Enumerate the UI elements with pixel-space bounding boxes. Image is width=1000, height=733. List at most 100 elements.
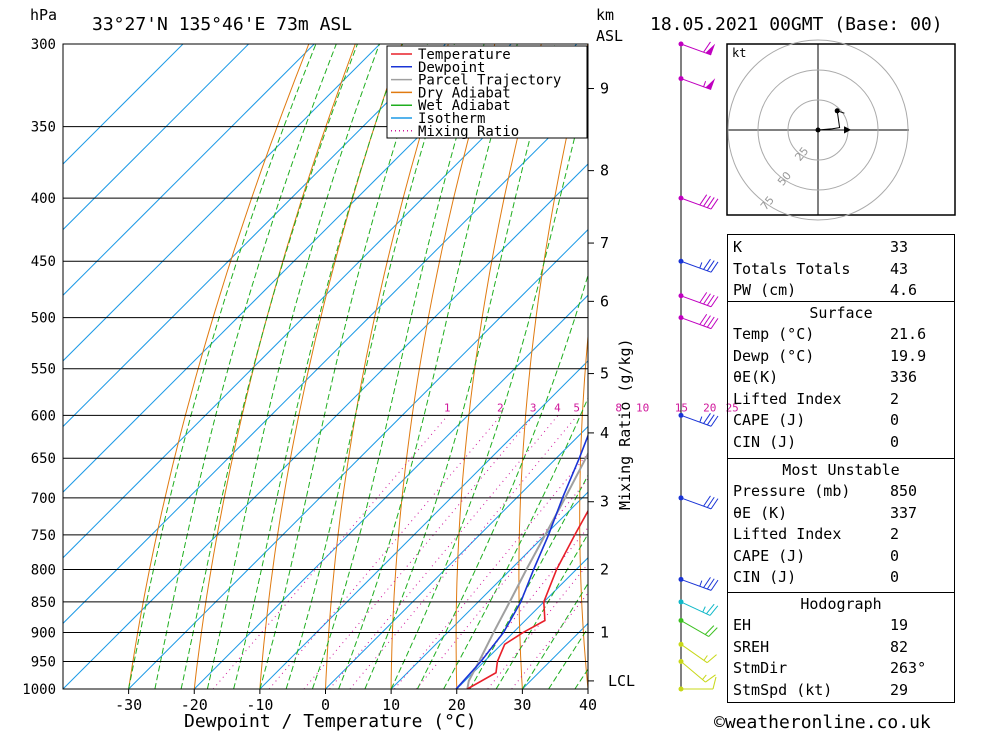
- mixing-ratio-label: 2: [497, 401, 504, 414]
- plot-frame: [62, 43, 589, 690]
- km-label: km: [596, 6, 614, 24]
- dry-adiabat-line: [390, 44, 496, 689]
- mixing-ratio-line: [212, 415, 449, 689]
- x-tick-label: 0: [321, 696, 330, 714]
- km-tick-label: 6: [600, 292, 609, 310]
- index-row: StmSpd (kt) 29: [733, 680, 909, 699]
- wind-barbs: [678, 41, 719, 692]
- index-row: PW (cm) 4.6: [733, 281, 918, 299]
- dry-adiabat-line: [696, 44, 728, 689]
- index-row: θE (K) 337: [733, 503, 918, 522]
- pressure-tick-label: 450: [31, 254, 56, 270]
- index-row: EH 19: [733, 616, 909, 634]
- wind-barb: [678, 618, 718, 637]
- pressure-tick-label: 850: [31, 595, 56, 611]
- pressure-tick-label: 650: [31, 451, 56, 467]
- wind-barb: [678, 576, 719, 591]
- dry-adiabat-line: [958, 44, 1000, 689]
- legend-label: Parcel Trajectory: [418, 73, 561, 89]
- dewpoint-line: [455, 267, 588, 689]
- dry-adiabat-line: [128, 44, 310, 689]
- km-tick-label: 1: [600, 624, 609, 642]
- pressure-tick-label: 750: [31, 528, 56, 544]
- hodograph-unit-label: kt: [732, 46, 746, 60]
- wet-adiabat-line: [338, 44, 518, 689]
- dry-adiabat-line: [259, 44, 403, 689]
- hodograph-ring: [757, 69, 879, 191]
- wind-barb: [678, 76, 716, 90]
- index-row: Lifted Index 2: [733, 389, 900, 408]
- index-row: CAPE (J) 0: [733, 546, 900, 565]
- asl-label: ASL: [596, 27, 623, 45]
- x-tick-label: -30: [115, 696, 142, 714]
- pressure-tick-label: 400: [31, 191, 56, 207]
- wind-barb: [678, 41, 716, 56]
- mixing-ratio-line: [457, 526, 588, 689]
- pressure-tick-label: 800: [31, 562, 56, 578]
- index-row: Totals Totals 43: [733, 259, 909, 278]
- mixing-ratio-label: 8: [615, 401, 622, 414]
- mixing-ratio-label: 3: [530, 401, 537, 414]
- indices-surface: Surface Temp (°C) 21.6 Dewp (°C) 19.9 θE(K…: [727, 302, 955, 459]
- dry-adiabat-line: [455, 44, 542, 689]
- pressure-tick-label: 300: [31, 37, 56, 53]
- surface-title: Surface: [809, 304, 873, 322]
- wet-adiabat-line: [311, 44, 485, 689]
- wet-adiabat-line: [390, 81, 588, 689]
- storm-motion-icon: ▶: [844, 122, 852, 136]
- pressure-tick-label: 500: [31, 311, 56, 327]
- wind-barb: [678, 599, 719, 616]
- legend-label: Mixing Ratio: [418, 124, 519, 140]
- wind-barb: [678, 641, 717, 664]
- pressure-tick-label: 550: [31, 362, 56, 378]
- isotherm-line: [63, 44, 184, 165]
- wind-barb: [678, 495, 719, 510]
- hodograph-point: [815, 127, 821, 133]
- wind-barb: [678, 412, 719, 427]
- hodograph-ring: [727, 39, 909, 221]
- legend-label: Temperature: [418, 47, 511, 63]
- isotherm-line: [63, 163, 588, 689]
- mixing-ratio-line: [394, 452, 588, 689]
- mixing-ratio-line: [349, 415, 578, 689]
- most-unstable-title: Most Unstable: [782, 461, 900, 479]
- index-row: Pressure (mb) 850: [733, 482, 918, 500]
- isotherm-line: [63, 97, 588, 625]
- wet-adiabat-line: [443, 396, 588, 689]
- legend-label: Isotherm: [418, 111, 485, 127]
- km-tick-label: 7: [600, 234, 609, 252]
- x-tick-label: 40: [579, 696, 597, 714]
- isotherm-line: [128, 228, 588, 689]
- mixing-ratio-label: 5: [573, 401, 580, 414]
- pressure-tick-label: 700: [31, 491, 56, 507]
- pressure-tick-label: 350: [31, 120, 56, 136]
- dry-adiabat-line: [639, 44, 681, 689]
- isotherm-line: [259, 360, 588, 689]
- hodograph-trace: [817, 110, 845, 131]
- pressure-lines: [63, 43, 588, 690]
- legend-label: Dry Adiabat: [418, 85, 511, 101]
- temperature-line: [466, 509, 588, 689]
- isotherm-line: [63, 44, 249, 231]
- wind-barb: [678, 676, 717, 692]
- legend-label: Wet Adiabat: [418, 98, 511, 114]
- pressure-tick-label: 600: [31, 408, 56, 424]
- wind-barb: [678, 258, 719, 273]
- datetime-title: 18.05.2021 00GMT (Base: 00): [650, 14, 943, 35]
- x-tick-label: 20: [448, 696, 466, 714]
- isotherm-line: [390, 491, 588, 689]
- wet-adiabat-line: [206, 44, 380, 689]
- wet-adiabat-line: [416, 273, 588, 689]
- isotherm-line: [193, 294, 588, 689]
- index-row: SREH 82: [733, 637, 909, 656]
- mixing-ratio-line: [329, 415, 559, 689]
- pressure-tick-label: 1000: [22, 682, 56, 698]
- location-title: 33°27'N 135°46'E 73m ASL: [92, 14, 352, 35]
- isotherm-line: [325, 425, 588, 689]
- wind-barb: [678, 292, 719, 308]
- hodograph-title: Hodograph: [800, 595, 882, 613]
- indices-hodograph: Hodograph EH 19 SREH 82 StmDir 263° StmSpd …: [727, 593, 955, 703]
- wet-adiabat-line: [469, 474, 588, 689]
- index-row: CIN (J) 0: [733, 568, 900, 586]
